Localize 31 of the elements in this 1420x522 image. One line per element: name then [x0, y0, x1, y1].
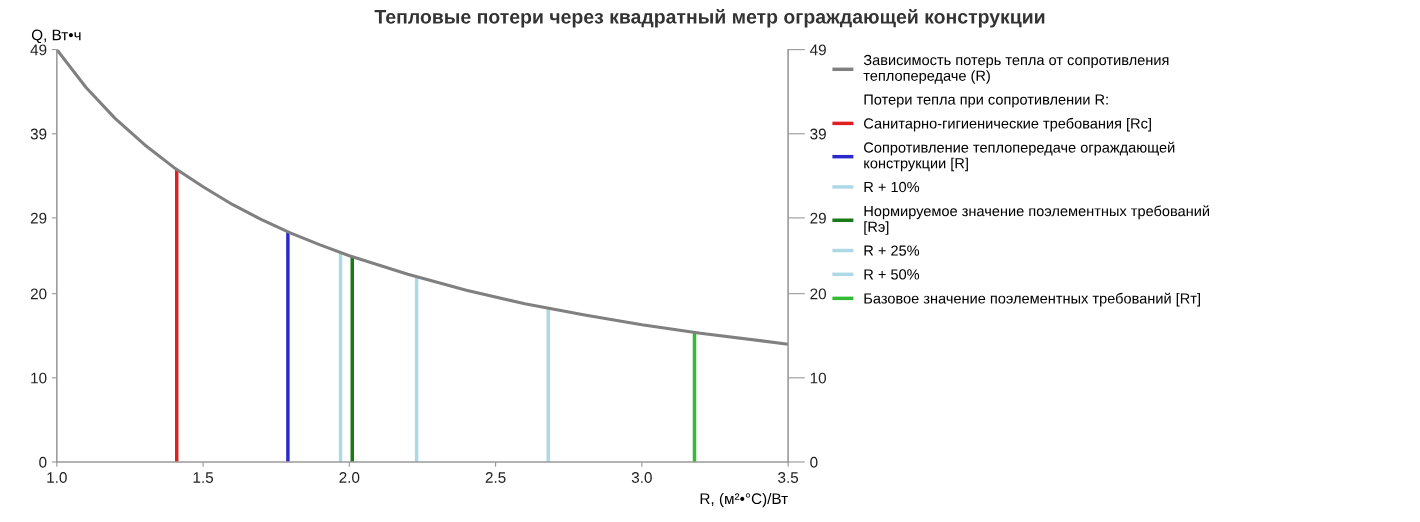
- y-tick-label: 10: [31, 372, 47, 384]
- legend-label: R + 10%: [864, 181, 920, 193]
- x-tick-label: 3.0: [631, 472, 652, 483]
- legend-label: Базовое значение поэлементных требований [Rт]: [864, 292, 1200, 307]
- legend-label: Нормируемое значение поэлементных требований [Rэ]: [864, 205, 1210, 235]
- y-tick-label: 49: [30, 44, 47, 56]
- y2-tick-label: 39: [810, 128, 826, 140]
- y-axis-title: Q, Вт•ч: [31, 29, 81, 44]
- y2-tick-label: 0: [810, 456, 818, 468]
- legend-label: Санитарно-гигиенические требования [Rc]: [864, 117, 1151, 132]
- y-tick-label: 39: [30, 128, 47, 140]
- y-tick-label: 0: [39, 456, 47, 468]
- y2-tick-label: 49: [809, 44, 826, 56]
- x-tick-label: 3.5: [778, 472, 799, 483]
- legend-label: Зависимость потерь тепла от сопротивления теплопередаче (R): [863, 54, 1169, 84]
- x-tick-label: 1.0: [47, 472, 67, 483]
- legend-label: Сопротивление теплопередаче ограждающей конструкции [R]: [864, 141, 1175, 172]
- y2-tick-label: 10: [810, 372, 827, 384]
- legend-label: R + 25%: [864, 245, 920, 256]
- x-tick-label: 1.5: [193, 472, 214, 483]
- y-tick-label: 20: [30, 288, 47, 300]
- x-tick-label: 2.5: [485, 472, 506, 483]
- line-series: [56, 49, 789, 346]
- y-tick-label: 29: [30, 212, 47, 224]
- legend-label: R + 50%: [864, 269, 920, 280]
- chart-title: Тепловые потери через квадратный метр ограждающей конструкции: [374, 9, 1045, 28]
- y2-tick-label: 20: [810, 288, 827, 300]
- x-axis-title: R, (м²•°C)/Вт: [700, 492, 788, 508]
- y2-tick-label: 29: [810, 212, 826, 224]
- text: Потери тепла при сопротивлении R:: [864, 94, 1108, 108]
- x-tick-label: 2.0: [339, 472, 360, 483]
